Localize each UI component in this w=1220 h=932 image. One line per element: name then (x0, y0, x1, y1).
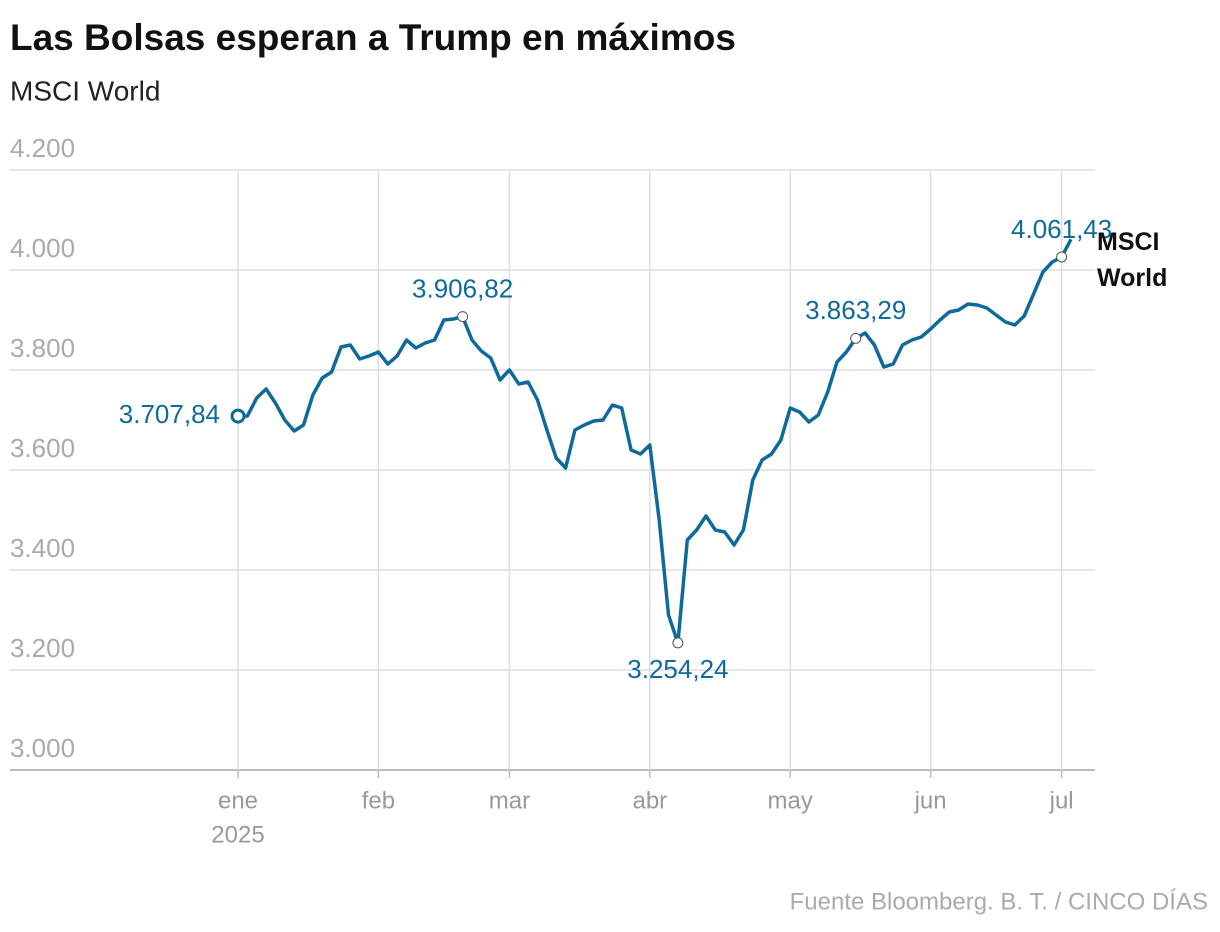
y-tick-label: 3.400 (10, 533, 75, 563)
value-label: 3.906,82 (412, 273, 513, 303)
x-year-label: 2025 (211, 821, 264, 848)
y-tick-label: 3.800 (10, 333, 75, 363)
value-label: 3.863,29 (805, 295, 906, 325)
point-marker (457, 311, 469, 323)
point-marker (672, 637, 684, 649)
y-tick-label: 3.000 (10, 733, 75, 763)
x-tick-label: mar (489, 787, 530, 814)
series-line (237, 238, 1073, 645)
point-marker (1056, 251, 1068, 263)
x-tick-label: ene (218, 787, 258, 814)
chart-subtitle: MSCI World (10, 75, 160, 106)
series-label: MSCI World (1097, 228, 1168, 292)
y-tick-label: 4.000 (10, 233, 75, 263)
source: Fuente Bloomberg. B. T. / CINCO DÍAS (790, 888, 1208, 915)
value-label: 3.707,84 (119, 399, 220, 429)
point-marker (850, 332, 862, 344)
chart-title: Las Bolsas esperan a Trump en máximos (10, 17, 736, 58)
x-tick-label: jul (1049, 787, 1074, 814)
x-tick-label: may (768, 787, 813, 814)
y-tick-label: 4.200 (10, 133, 75, 163)
x-tick-label: abr (632, 787, 667, 814)
x-tick-label: feb (362, 787, 395, 814)
value-label: 3.254,24 (627, 654, 728, 684)
x-tick-label: jun (914, 787, 947, 814)
point-marker (230, 408, 246, 424)
y-tick-label: 3.200 (10, 633, 75, 663)
y-tick-label: 3.600 (10, 433, 75, 463)
value-label: 4.061,43 (1011, 214, 1112, 244)
